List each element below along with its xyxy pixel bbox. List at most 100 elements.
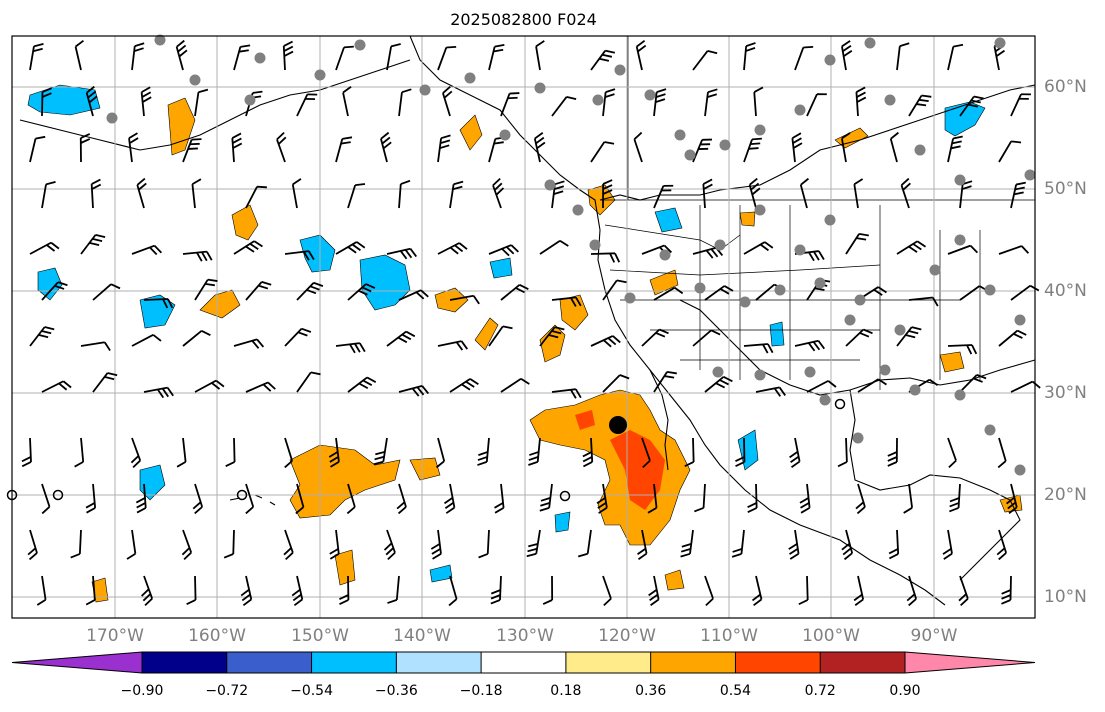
wind-barb [135,483,147,514]
station-dot [909,384,921,396]
wind-barb [141,575,154,607]
wind-barb [27,529,38,561]
wind-barb [959,180,973,209]
longitude-label: 120°W [598,626,656,646]
station-dot [154,34,166,46]
station-dot [644,89,656,101]
wind-barb [347,183,366,209]
wind-barb [596,483,608,514]
wind-barb [853,178,864,209]
wind-barb [175,39,188,71]
map-frame [11,35,1036,619]
wind-barb [131,244,163,256]
wind-barb [633,131,643,163]
wind-barb [942,529,953,560]
wind-barb [748,177,761,209]
wind-barb [653,370,677,393]
wind-barb [131,42,145,71]
station-dot [864,37,876,49]
wind-barb [806,93,827,117]
station-dot [244,94,256,106]
wind-barb [551,96,577,117]
positive-anomaly-region [167,97,196,156]
wind-barb [743,137,762,163]
station-dot [994,37,1006,49]
colorbar-segment [565,652,652,673]
negative-anomaly-region [37,267,63,301]
station-dot [754,204,766,216]
station-dot [852,432,864,444]
station-dot [794,104,806,116]
wind-barb [36,575,47,606]
wind-barb [906,575,917,607]
wind-barb [1001,575,1012,605]
negative-anomaly-region [769,321,785,347]
wind-barb [855,86,867,117]
positive-anomaly-region [664,569,685,591]
wind-barb [704,285,734,301]
longitude-label: 150°W [291,626,349,646]
wind-barb [380,131,392,163]
wind-barb [186,575,197,606]
wind-barb [528,437,541,466]
wind-barb [245,483,255,515]
wind-barbs [21,39,1041,607]
wind-barb [997,437,1007,469]
strong-positive-anomaly-region [575,410,595,430]
wind-barb [539,326,565,347]
wind-barb [143,386,174,399]
wind-barb [181,529,193,561]
wind-barb [383,529,396,561]
wind-barb [85,85,98,117]
wind-barb [430,529,442,560]
wind-barb [477,437,490,466]
station-dot [954,389,966,401]
wind-barb [449,294,480,305]
colorbar-segment [226,652,313,673]
wind-barb [284,327,312,347]
negative-anomaly-region [27,84,101,116]
wind-barb [41,181,56,209]
wind-barb [500,283,529,301]
wind-barb [176,437,187,468]
wind-barb [647,483,658,514]
latitude-label: 60°N [1044,77,1087,97]
wind-barb [335,45,354,71]
wind-barb [347,283,376,301]
colorbar-segment [820,652,906,673]
wind-barb [653,286,684,301]
wind-barb [896,240,927,255]
wind-barb [731,529,745,558]
colorbar-segment [311,652,397,673]
wind-barb [339,575,350,605]
station-dots [106,34,1036,476]
colorbar-tick-label: 0.36 [635,683,667,699]
station-dot [739,296,751,308]
wind-barb [590,335,621,348]
wind-barb [398,385,430,397]
wind-barb [29,42,44,71]
wind-barb [959,374,987,393]
wind-barb [74,39,84,71]
wind-barb [437,242,468,255]
wind-barb [437,340,468,351]
wind-barb [70,529,82,559]
positive-anomaly-region [739,211,756,227]
wind-barb [602,88,616,117]
map-background [12,36,1035,618]
station-dot [719,139,731,151]
positive-anomaly-region [409,457,441,481]
wind-barb [747,483,758,514]
station-dot [884,94,896,106]
wind-barb [704,376,733,393]
wind-barb [342,86,352,117]
wind-barb [947,244,979,255]
negative-anomaly-region [139,464,166,501]
station-dot [464,72,476,84]
wind-barb [194,379,225,393]
wind-barb [435,437,446,469]
wind-barb [896,326,922,347]
colorbar-tick-label: 0.90 [889,683,921,699]
colorbar-tick-label: 0.54 [719,683,752,699]
station-dot [694,282,706,294]
